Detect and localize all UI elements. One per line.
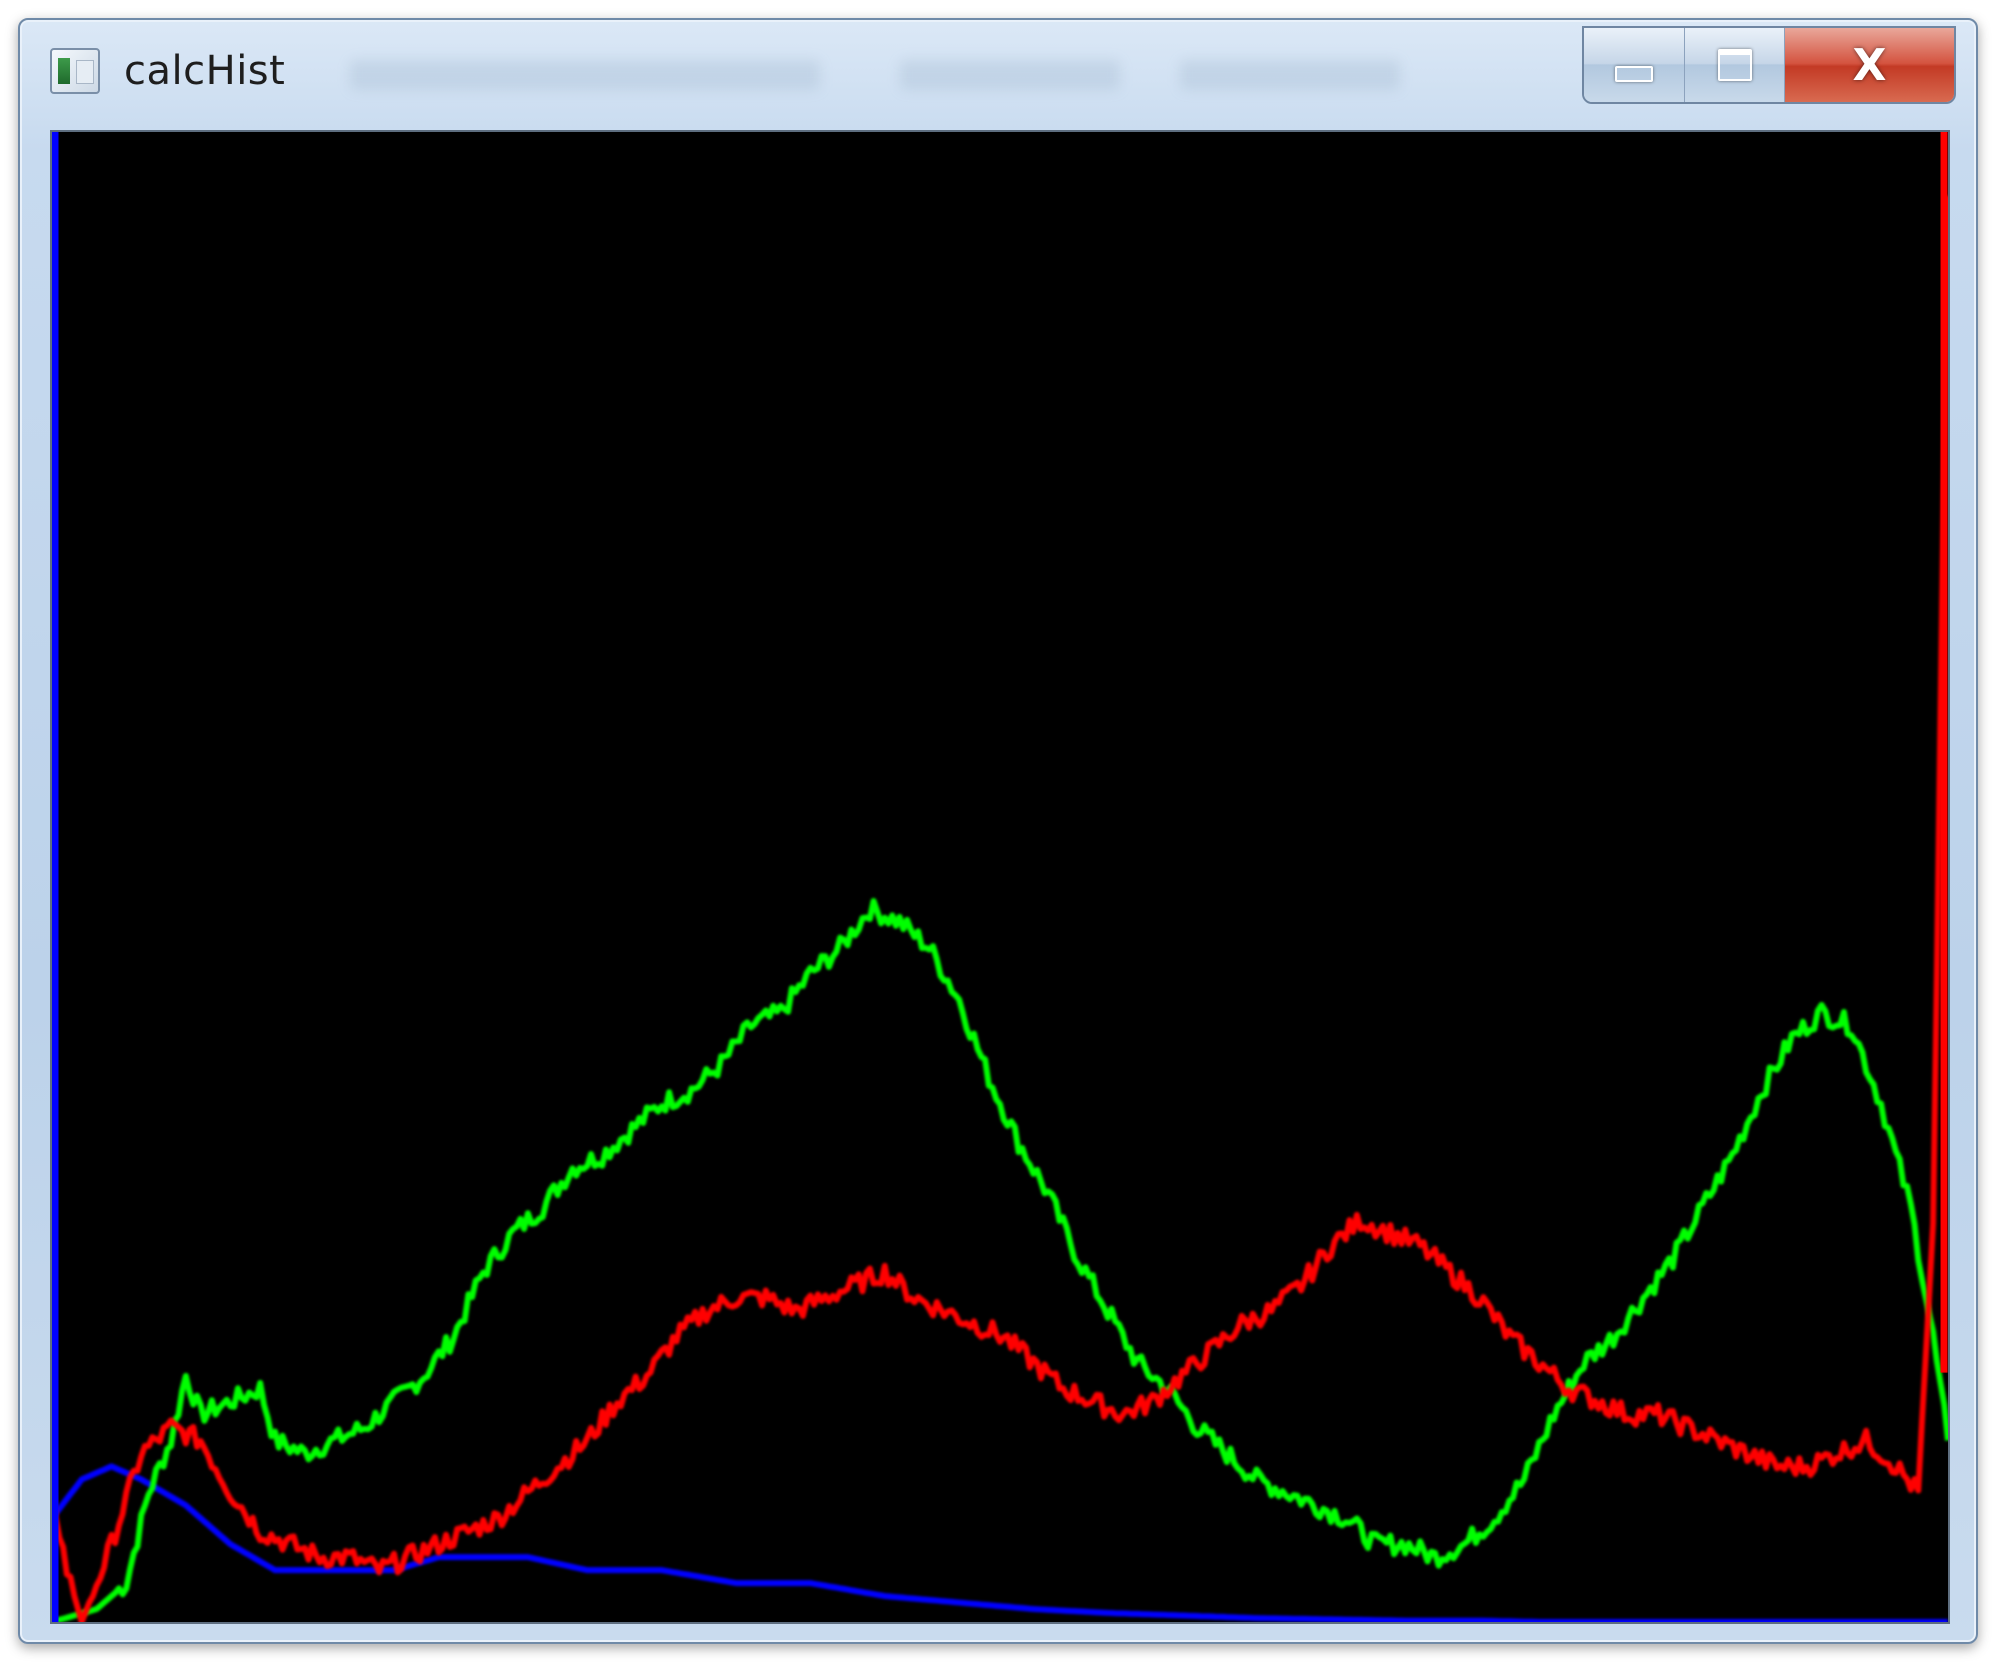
title-bar[interactable]: calcHist X <box>20 20 1976 132</box>
minimize-icon <box>1615 66 1653 82</box>
close-icon: X <box>1852 39 1887 91</box>
window-title: calcHist <box>124 48 286 94</box>
minimize-button[interactable] <box>1584 28 1684 102</box>
maximize-icon <box>1717 49 1752 81</box>
red-channel-curve <box>52 195 1948 1622</box>
blue-channel-curve <box>52 1463 1948 1622</box>
blurred-background-tab <box>1180 60 1400 90</box>
histogram-canvas <box>50 130 1950 1624</box>
blurred-background-tab <box>900 60 1120 90</box>
blurred-background-title <box>350 60 820 90</box>
caption-buttons: X <box>1582 26 1956 104</box>
green-channel-curve <box>52 898 1948 1622</box>
close-button[interactable]: X <box>1784 28 1954 102</box>
histogram-plot <box>52 132 1948 1622</box>
app-icon[interactable] <box>50 48 100 94</box>
app-window: calcHist X <box>18 18 1978 1644</box>
maximize-button[interactable] <box>1684 28 1784 102</box>
